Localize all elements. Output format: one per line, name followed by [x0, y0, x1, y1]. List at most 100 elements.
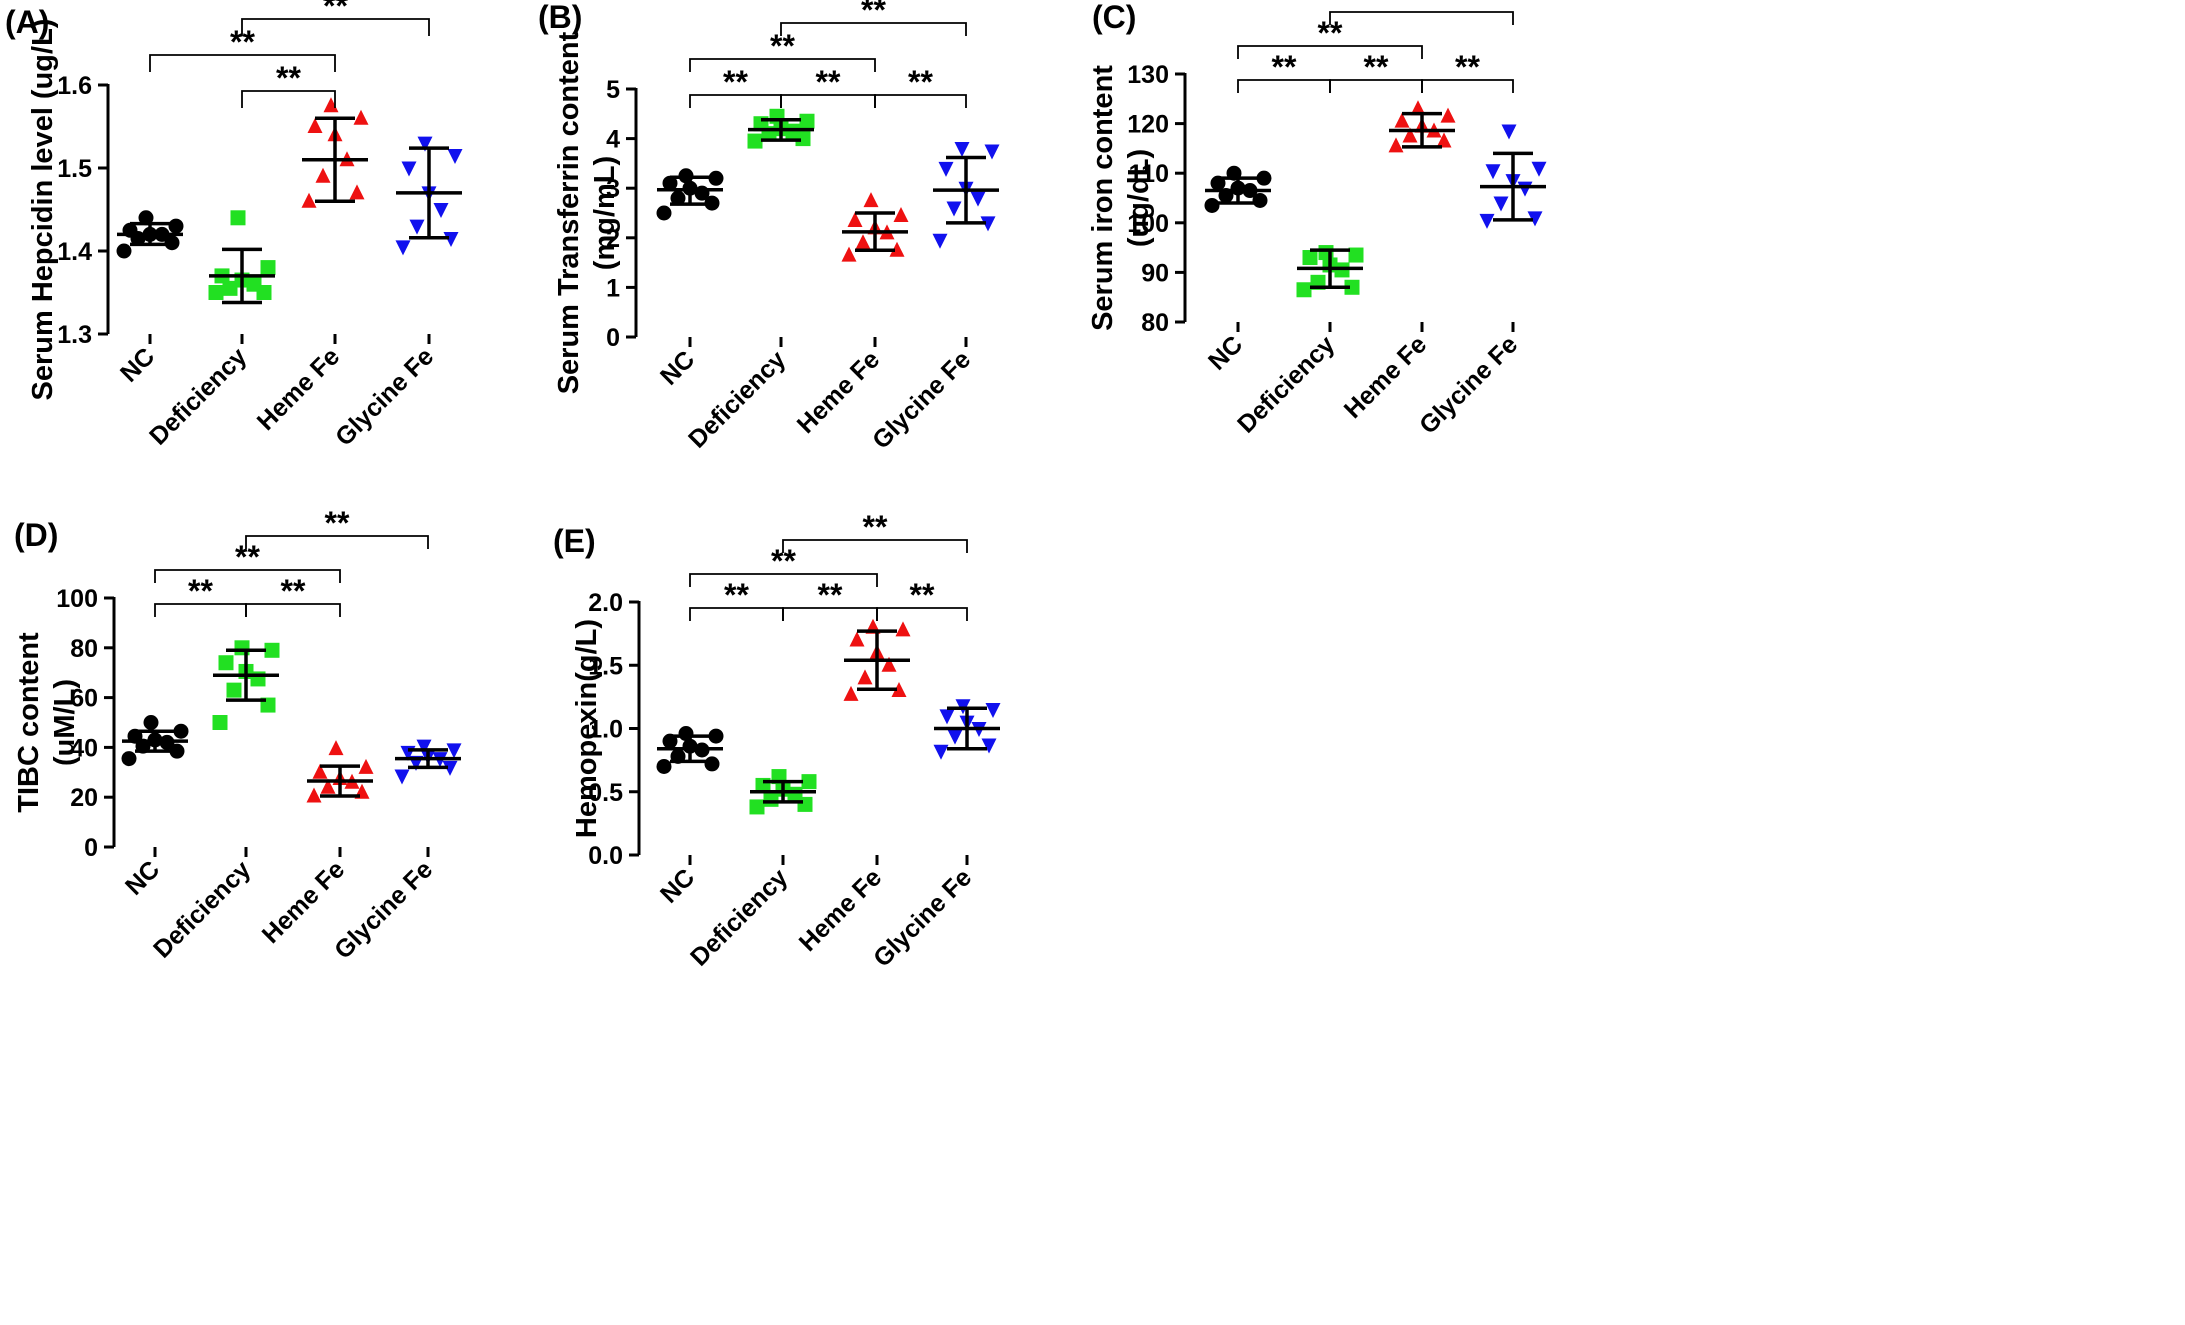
y-tick-label: 0.5 [588, 779, 623, 807]
data-point [1388, 137, 1404, 153]
bracket-line [1237, 45, 1423, 59]
significance-label: ** [863, 509, 888, 545]
data-point [843, 685, 859, 701]
series-heme-fe [841, 192, 909, 262]
series-deficiency [1296, 245, 1364, 298]
panel-b: (B) 0 1 2 3 4 5 Serum Transferrin content (mg/mL… [538, 0, 1000, 455]
x-tick-label: Heme Fe [1339, 330, 1433, 424]
data-point [443, 232, 459, 248]
significance-label: ** [1455, 49, 1480, 85]
data-point [116, 243, 132, 259]
data-point [447, 149, 463, 165]
x-tick-label: NC [1203, 330, 1248, 375]
data-point [143, 715, 159, 730]
significance-label: ** [1409, 0, 1434, 17]
data-point [1296, 282, 1312, 298]
data-point [306, 787, 322, 803]
data-point [1410, 100, 1426, 116]
x-tick-label: Glycine Fe [330, 342, 439, 451]
bracket-line [689, 573, 878, 587]
series-nc [121, 715, 189, 767]
data-point [980, 216, 996, 232]
data-point [416, 739, 432, 755]
y-tick-label: 20 [70, 784, 98, 812]
significance-label: ** [908, 64, 933, 100]
significance-bracket: ** [874, 64, 967, 108]
panel-label: (D) [14, 517, 58, 553]
data-point [328, 740, 344, 756]
significance-label: ** [235, 539, 260, 575]
x-tick-label: Deficiency [144, 342, 252, 450]
data-point [394, 769, 410, 785]
y-tick-label: 0.0 [588, 842, 623, 870]
data-point [1402, 127, 1418, 143]
x-tick-label: Deficiency [148, 855, 256, 963]
data-point [401, 161, 417, 177]
data-point [708, 170, 724, 186]
data-point [121, 751, 137, 767]
significance-bracket: ** [689, 64, 782, 108]
y-tick-label: 100 [1127, 210, 1169, 238]
data-point [847, 211, 863, 227]
data-point [841, 246, 857, 262]
data-point [260, 260, 276, 276]
y-tick-label: 1 [606, 274, 620, 302]
x-tick-label: NC [115, 342, 160, 387]
bracket-line [1421, 79, 1514, 93]
y-tick-label: 40 [70, 734, 98, 762]
significance-bracket: ** [780, 0, 967, 36]
series-glycine-fe [933, 699, 1001, 760]
data-point [656, 205, 672, 221]
y-tick-label: 4 [606, 126, 620, 154]
panel-d: (D) 0 20 40 60 80 100 TIBC content (uM/L) NCDefic… [13, 505, 462, 965]
data-point [442, 760, 458, 776]
y-tick-label: 120 [1127, 111, 1169, 139]
data-point [1440, 107, 1456, 123]
data-point [138, 210, 154, 226]
significance-bracket: ** [689, 577, 784, 621]
data-point [1493, 196, 1509, 212]
x-tick-label: Glycine Fe [867, 345, 976, 454]
bracket-line [245, 535, 429, 549]
data-point [218, 655, 234, 671]
significance-label: ** [276, 60, 301, 96]
significance-bracket: ** [1237, 49, 1331, 93]
data-point [246, 276, 262, 292]
data-point [946, 201, 962, 217]
data-point [212, 715, 228, 730]
panel-c: (C) 80 90 100 110 120 130 Serum iron content (ug… [1087, 0, 1547, 440]
data-point [315, 167, 331, 183]
y-tick-label: 5 [606, 76, 620, 104]
significance-label: ** [281, 573, 306, 609]
significance-label: ** [861, 0, 886, 28]
significance-label: ** [188, 573, 213, 609]
data-point [932, 233, 948, 249]
significance-bracket: ** [154, 573, 247, 617]
y-axis-title: (mg/mL) [589, 156, 621, 270]
data-point [799, 113, 815, 129]
panel-label: (A) [5, 4, 49, 40]
data-point [985, 703, 1001, 719]
y-tick-label: 130 [1127, 61, 1169, 89]
data-point [1256, 170, 1272, 186]
x-tick-label: Deficiency [683, 345, 791, 453]
x-tick-label: Heme Fe [252, 342, 346, 436]
series-heme-fe [306, 740, 374, 803]
data-point [264, 642, 280, 658]
y-axis-title: Serum Transferrin content [553, 31, 585, 394]
significance-label: ** [816, 64, 841, 100]
bracket-line [780, 22, 967, 36]
data-point [349, 184, 365, 200]
data-point [1531, 161, 1547, 177]
data-point [863, 192, 879, 208]
data-point [358, 758, 374, 774]
significance-bracket: ** [782, 509, 968, 553]
data-point [670, 190, 686, 206]
significance-bracket: ** [1329, 0, 1514, 25]
significance-bracket: ** [245, 505, 429, 549]
x-tick-label: NC [655, 345, 700, 390]
significance-bracket: ** [1329, 49, 1423, 93]
bracket-line [782, 539, 968, 553]
data-point [323, 97, 339, 113]
